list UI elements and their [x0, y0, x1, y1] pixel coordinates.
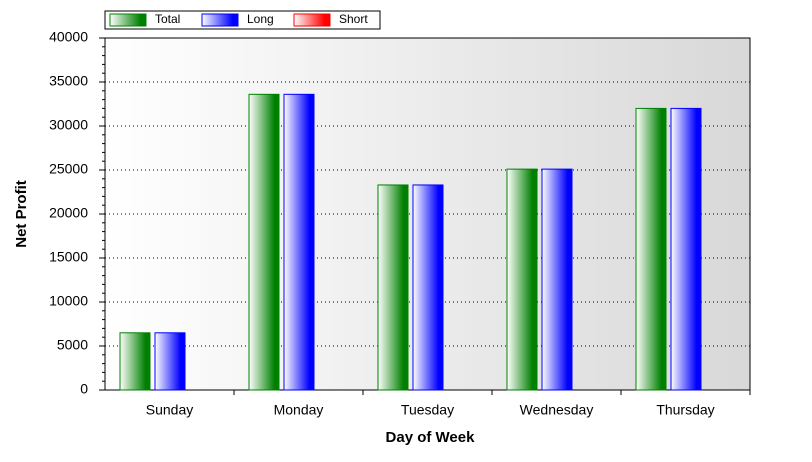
legend-swatch	[109, 13, 147, 27]
legend-label: Total	[155, 12, 180, 26]
x-tick-label: Monday	[274, 402, 324, 418]
y-axis-title: Net Profit	[13, 180, 30, 248]
legend-swatch	[293, 13, 331, 27]
y-tick-label: 30000	[49, 117, 88, 133]
bar	[506, 168, 538, 391]
y-tick-label: 5000	[57, 337, 88, 353]
bar	[248, 93, 280, 391]
x-axis-title: Day of Week	[386, 429, 476, 446]
bar	[377, 184, 409, 391]
bar	[635, 107, 667, 391]
y-tick-label: 35000	[49, 73, 88, 89]
y-tick-label: 25000	[49, 161, 88, 177]
x-tick-label: Sunday	[146, 402, 193, 418]
legend-swatch	[201, 13, 239, 27]
bar	[154, 332, 186, 391]
legend-label: Long	[247, 12, 274, 26]
bar	[412, 184, 444, 391]
y-tick-label: 0	[80, 381, 88, 397]
legend-label: Short	[339, 12, 368, 26]
x-tick-label: Tuesday	[401, 402, 454, 418]
y-tick-label: 10000	[49, 293, 88, 309]
bar	[283, 93, 315, 391]
x-tick-label: Wednesday	[520, 402, 594, 418]
legend: Total Long Short	[104, 10, 381, 30]
y-tick-label: 20000	[49, 205, 88, 221]
bar	[670, 107, 702, 391]
y-tick-label: 15000	[49, 249, 88, 265]
y-tick-label: 40000	[49, 29, 88, 45]
x-tick-label: Thursday	[656, 402, 714, 418]
bar	[541, 168, 573, 391]
bar	[119, 332, 151, 391]
